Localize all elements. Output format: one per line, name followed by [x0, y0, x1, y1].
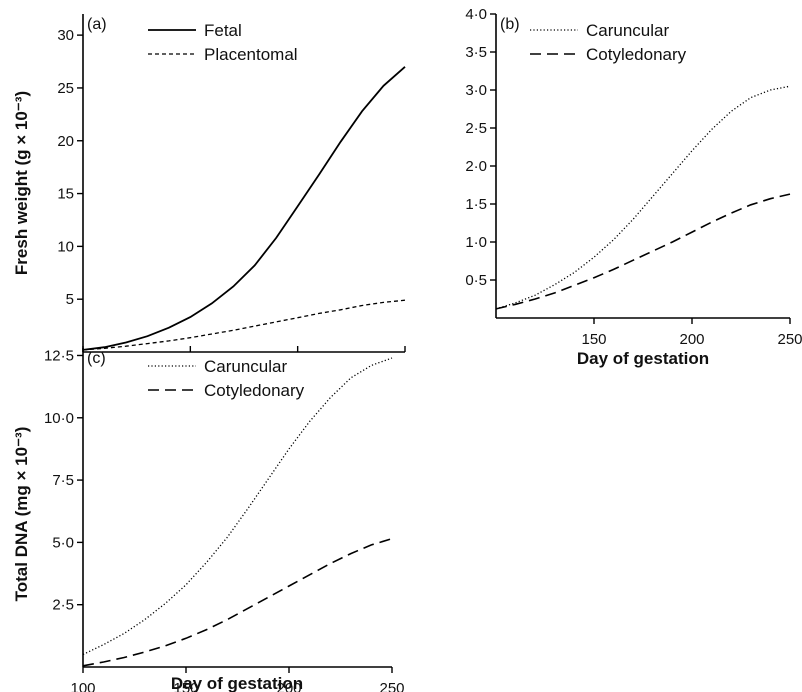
x-tick-label: 150 — [581, 331, 606, 348]
y-tick-label: 1·5 — [465, 196, 487, 213]
y-tick-label: 2·5 — [52, 597, 74, 614]
y-tick-label: 2·0 — [465, 158, 487, 175]
y-tick-label: 1·0 — [465, 234, 487, 251]
y-axis-title: Fresh weight (g × 10⁻³) — [12, 91, 31, 275]
y-tick-label: 10 — [57, 238, 74, 255]
x-axis-title: Day of gestation — [577, 349, 709, 368]
panel-a: 5 10 15 20 25 30 (a) Fresh weight (g × 10⁻³) Fet… — [12, 14, 406, 353]
series-line-caruncular — [82, 357, 393, 656]
x-tick-label: 200 — [276, 680, 301, 692]
x-axis-title: Day of gestation — [171, 674, 303, 692]
y-tick-label: 3·0 — [465, 82, 487, 99]
panel-label: (c) — [87, 350, 106, 367]
panel-label: (a) — [87, 16, 107, 33]
y-tick-label: 30 — [57, 27, 74, 44]
y-tick-label: 10·0 — [44, 410, 74, 427]
series-line-cotyledonary — [495, 193, 791, 310]
x-tick-label: 200 — [679, 331, 704, 348]
panel-c: 2·5 5·0 7·5 10·0 12·5 100 150 200 250 (c) Total DN… — [12, 347, 405, 692]
panel-b: 0·5 1·0 1·5 2·0 2·5 3·0 3·5 4·0 150 200 250 (b) Day … — [465, 6, 802, 368]
y-tick-label: 2·5 — [465, 120, 487, 137]
y-tick-label: 15 — [57, 186, 74, 203]
legend-label-caruncular: Caruncular — [586, 21, 669, 40]
y-tick-label: 3·5 — [465, 44, 487, 61]
x-tick-label: 100 — [70, 680, 95, 692]
series-line-placentomal — [82, 299, 406, 351]
y-tick-label: 4·0 — [465, 6, 487, 23]
legend-label-cotyledonary: Cotyledonary — [586, 45, 687, 64]
legend-label-fetal: Fetal — [204, 21, 242, 40]
y-tick-label: 25 — [57, 80, 74, 97]
legend-label-placentomal: Placentomal — [204, 45, 298, 64]
series-line-caruncular — [495, 85, 791, 310]
series-line-cotyledonary — [82, 537, 393, 667]
x-tick-label: 150 — [173, 680, 198, 692]
x-tick-label: 250 — [379, 680, 404, 692]
y-tick-label: 12·5 — [44, 347, 74, 364]
panel-label: (b) — [500, 16, 520, 33]
legend-label-caruncular: Caruncular — [204, 357, 287, 376]
y-tick-label: 20 — [57, 133, 74, 150]
series-line-fetal — [82, 66, 406, 351]
y-tick-label: 5·0 — [52, 534, 74, 551]
y-tick-label: 5 — [66, 291, 74, 308]
y-axis-title: Total DNA (mg × 10⁻³) — [12, 427, 31, 602]
y-tick-label: 7·5 — [52, 472, 74, 489]
x-tick-label: 250 — [777, 331, 802, 348]
y-tick-label: 0·5 — [465, 272, 487, 289]
legend-label-cotyledonary: Cotyledonary — [204, 381, 305, 400]
